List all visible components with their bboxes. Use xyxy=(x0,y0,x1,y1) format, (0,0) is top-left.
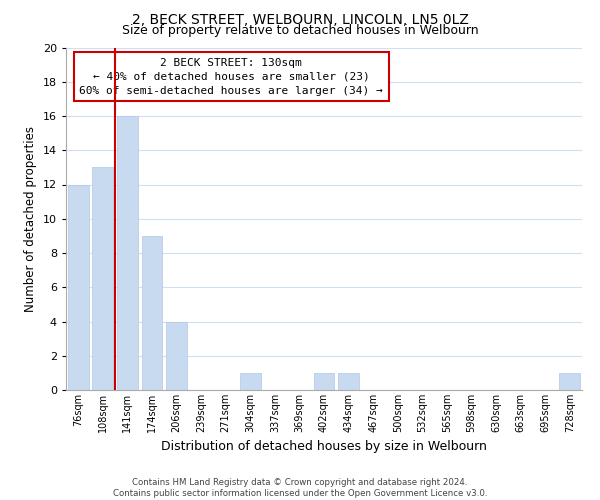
Bar xyxy=(314,373,334,390)
Bar xyxy=(240,373,261,390)
Y-axis label: Number of detached properties: Number of detached properties xyxy=(24,126,37,312)
X-axis label: Distribution of detached houses by size in Welbourn: Distribution of detached houses by size … xyxy=(161,440,487,454)
Bar xyxy=(559,373,580,390)
Bar xyxy=(117,116,138,390)
Text: Size of property relative to detached houses in Welbourn: Size of property relative to detached ho… xyxy=(122,24,478,37)
Text: 2, BECK STREET, WELBOURN, LINCOLN, LN5 0LZ: 2, BECK STREET, WELBOURN, LINCOLN, LN5 0… xyxy=(131,12,469,26)
Bar xyxy=(338,373,359,390)
Bar xyxy=(68,184,89,390)
Bar xyxy=(166,322,187,390)
Bar xyxy=(92,168,113,390)
Text: Contains HM Land Registry data © Crown copyright and database right 2024.
Contai: Contains HM Land Registry data © Crown c… xyxy=(113,478,487,498)
Text: 2 BECK STREET: 130sqm
← 40% of detached houses are smaller (23)
60% of semi-deta: 2 BECK STREET: 130sqm ← 40% of detached … xyxy=(79,58,383,96)
Bar xyxy=(142,236,163,390)
